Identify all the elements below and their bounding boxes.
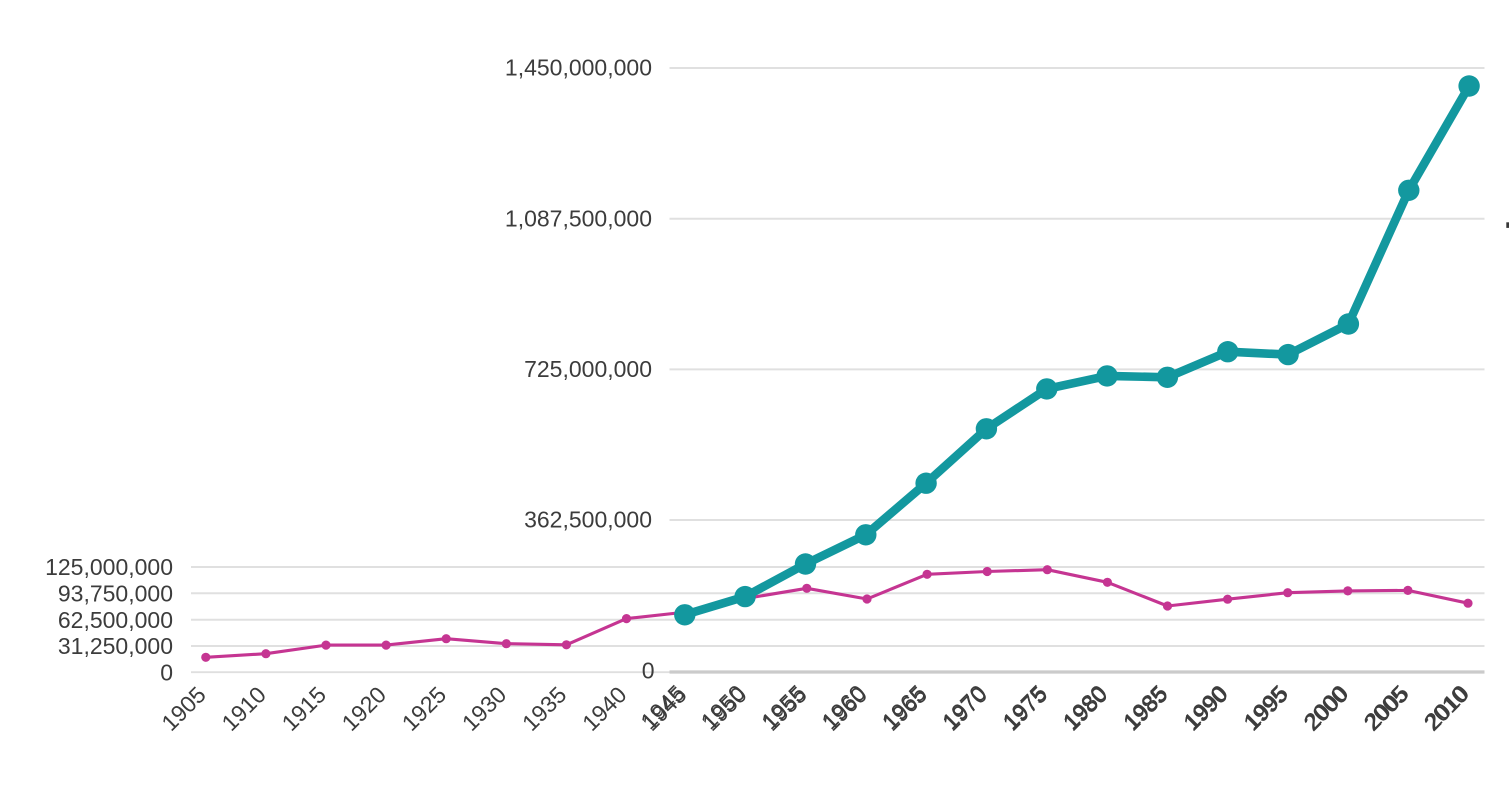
svg-text:362,500,000: 362,500,000 (524, 507, 652, 533)
svg-text:62,500,000: 62,500,000 (58, 607, 173, 633)
svg-text:0: 0 (642, 657, 655, 683)
svg-text:93,750,000: 93,750,000 (58, 581, 173, 607)
svg-text:1,450,000,000: 1,450,000,000 (505, 55, 652, 81)
svg-text:725,000,000: 725,000,000 (524, 356, 652, 382)
svg-text:0: 0 (160, 660, 173, 686)
svg-text:1,087,500,000: 1,087,500,000 (505, 205, 652, 231)
svg-text:31,250,000: 31,250,000 (58, 633, 173, 659)
svg-text:125,000,000: 125,000,000 (45, 554, 173, 580)
